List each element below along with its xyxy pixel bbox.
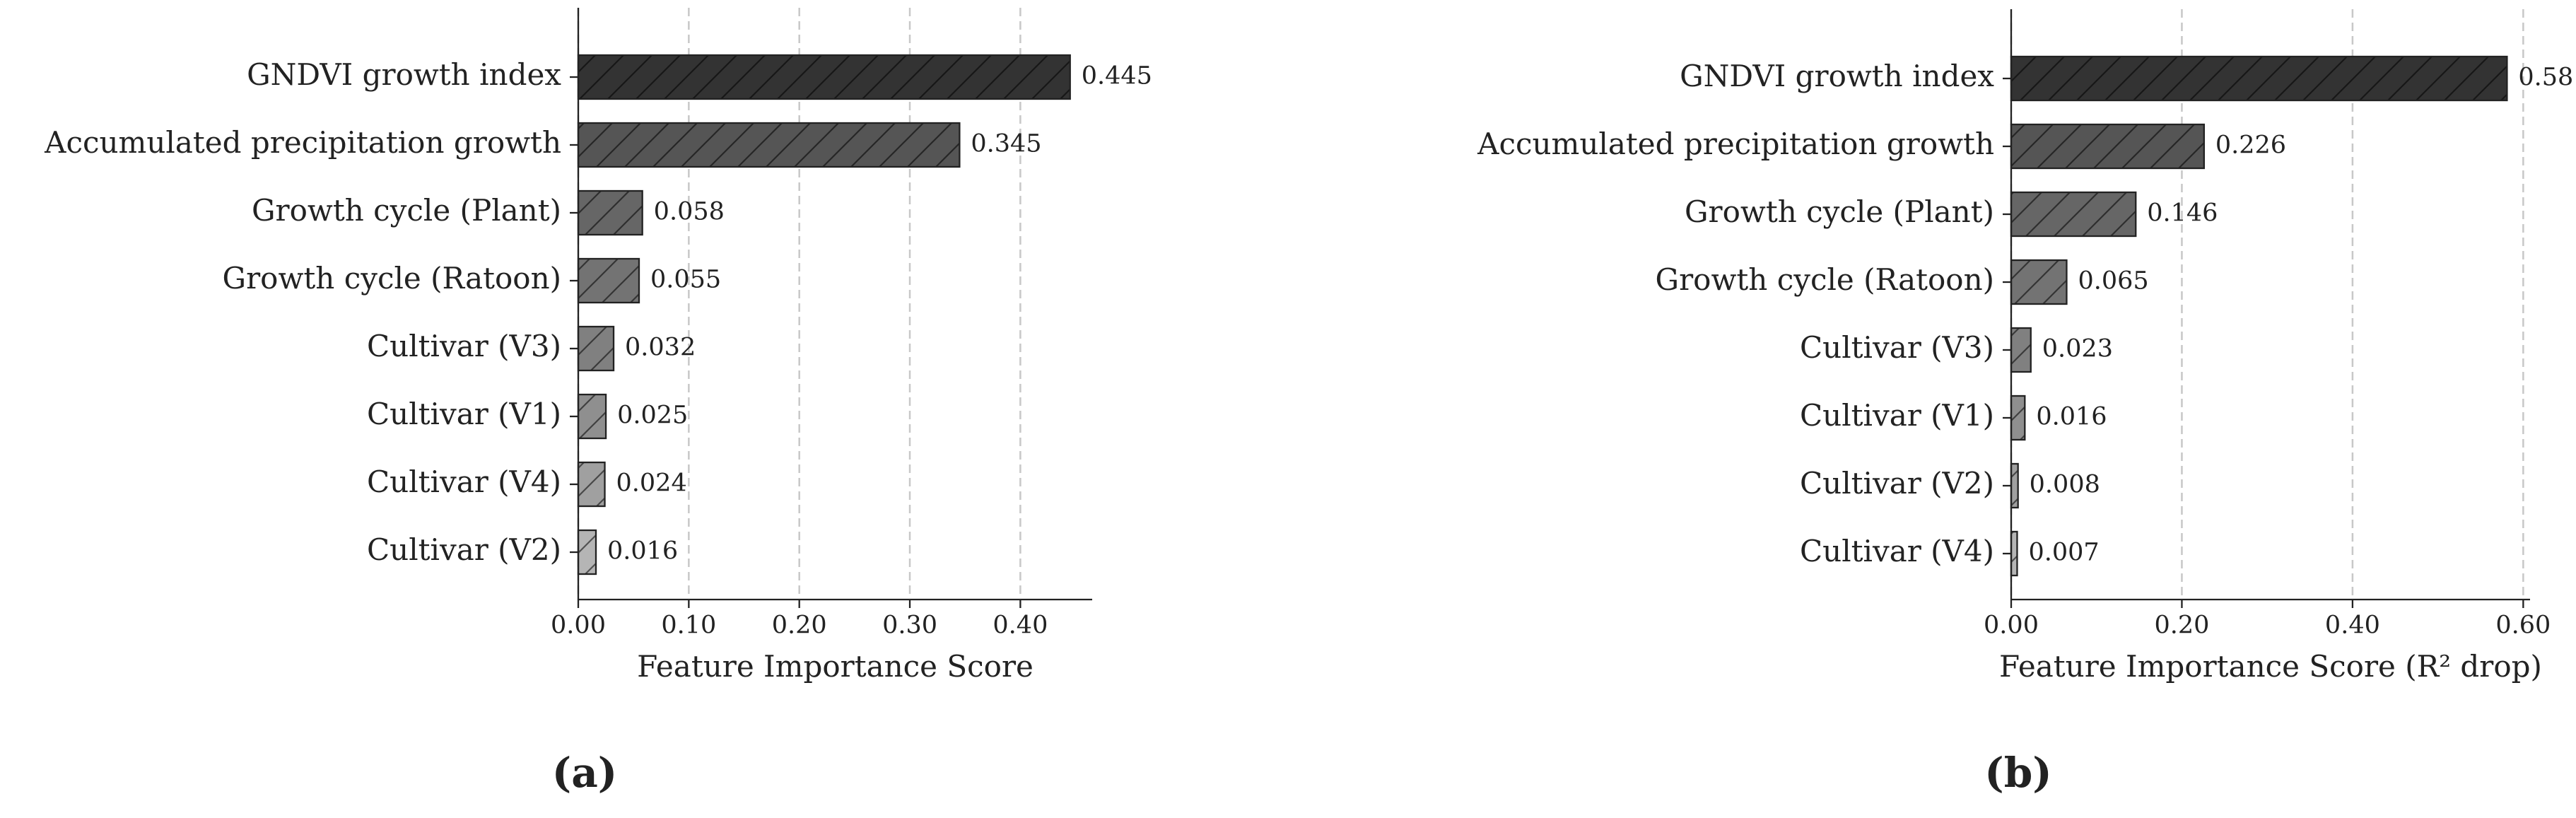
x-tick-label: 0.00 [1984, 612, 2039, 640]
y-tick-label: Cultivar (V2) [1800, 466, 1994, 501]
bar [577, 122, 961, 168]
x-tick-label: 0.40 [2325, 612, 2380, 640]
bar [2010, 530, 2018, 577]
value-label: 0.023 [2042, 335, 2113, 363]
x-tick-label: 0.10 [661, 612, 716, 640]
y-tick-label: Cultivar (V2) [367, 532, 561, 567]
bar [2010, 55, 2508, 102]
y-tick-label: Cultivar (V1) [1800, 398, 1994, 433]
value-label: 0.007 [2028, 539, 2099, 567]
panel-label: (b) [1984, 749, 2051, 797]
value-label: 0.445 [1082, 62, 1152, 90]
x-axis-label: Feature Importance Score [637, 649, 1034, 684]
value-label: 0.058 [654, 198, 725, 226]
y-tick-label: Growth cycle (Plant) [1685, 194, 1994, 229]
panel-label: (a) [552, 749, 617, 797]
y-tick-label: GNDVI growth index [247, 57, 561, 92]
x-tick-label: 0.00 [551, 612, 606, 640]
bar [2010, 191, 2137, 238]
x-tick-label: 0.30 [882, 612, 937, 640]
value-label: 0.016 [2036, 403, 2107, 431]
bar [577, 461, 606, 508]
bar [577, 257, 640, 304]
bar [2010, 462, 2019, 509]
y-tick-label: Cultivar (V1) [367, 397, 561, 431]
x-tick-label: 0.60 [2495, 612, 2551, 640]
value-label: 0.345 [971, 130, 1041, 158]
bar [577, 54, 1071, 100]
value-label: 0.226 [2215, 132, 2286, 160]
value-label: 0.032 [625, 334, 696, 362]
y-tick-label: Growth cycle (Ratoon) [223, 261, 561, 296]
value-label: 0.065 [2078, 267, 2148, 296]
x-tick-label: 0.20 [772, 612, 827, 640]
y-tick-label: GNDVI growth index [1680, 59, 1994, 93]
y-tick-label: Growth cycle (Ratoon) [1656, 262, 1994, 297]
bar [2010, 327, 2032, 373]
value-label: 0.024 [616, 469, 687, 498]
x-tick-label: 0.40 [993, 612, 1048, 640]
value-label: 0.055 [650, 266, 721, 294]
bar [577, 529, 597, 575]
y-tick-label: Accumulated precipitation growth [44, 125, 561, 160]
value-label: 0.016 [607, 537, 678, 566]
value-label: 0.581 [2518, 64, 2576, 92]
bar [2010, 123, 2205, 170]
y-tick-label: Growth cycle (Plant) [252, 193, 561, 228]
bar [577, 393, 607, 440]
x-axis-label: Feature Importance Score (R² drop) [1999, 649, 2542, 684]
bar [577, 189, 643, 236]
bar [2010, 395, 2026, 441]
bar [577, 325, 615, 372]
value-label: 0.008 [2030, 471, 2100, 499]
x-tick-label: 0.20 [2154, 612, 2209, 640]
value-label: 0.025 [617, 402, 688, 430]
y-tick-label: Accumulated precipitation growth [1477, 127, 1994, 161]
bar [2010, 259, 2068, 305]
y-tick-label: Cultivar (V4) [1800, 534, 1994, 568]
y-tick-label: Cultivar (V3) [367, 329, 561, 363]
value-label: 0.146 [2147, 199, 2218, 228]
y-tick-label: Cultivar (V3) [1800, 330, 1994, 365]
y-tick-label: Cultivar (V4) [367, 464, 561, 499]
